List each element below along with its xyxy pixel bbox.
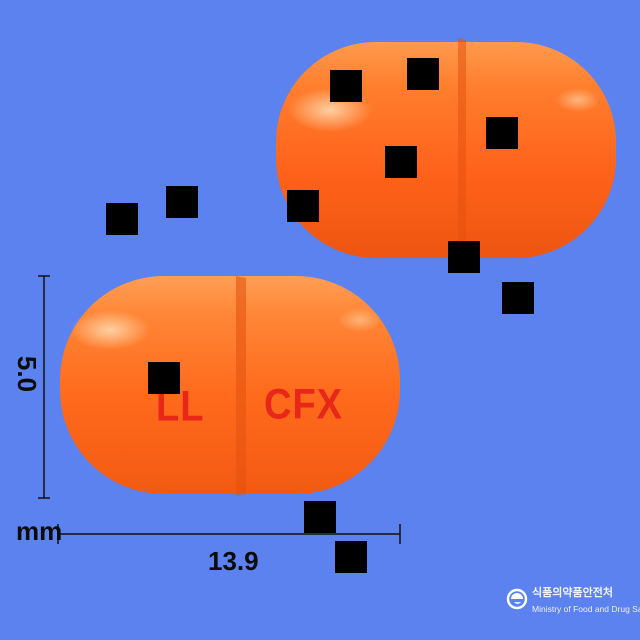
- height-dimension-line: [38, 275, 50, 499]
- redaction-square: [148, 362, 180, 394]
- length-label: 13.9: [208, 546, 259, 576]
- redaction-square: [287, 190, 319, 222]
- height-label: 5.0: [12, 355, 42, 393]
- imprint-right: CFX: [264, 381, 343, 429]
- redaction-square: [335, 541, 367, 573]
- mfds-korean-name: 식품의약품안전처: [532, 587, 613, 599]
- capsule-front: [60, 276, 400, 496]
- capsule-back: [276, 38, 616, 258]
- redaction-square: [166, 186, 198, 218]
- mfds-english-name: Ministry of Food and Drug Safety: [532, 604, 640, 614]
- redaction-square: [448, 241, 480, 273]
- unit-label: mm: [16, 516, 63, 546]
- mfds-emblem-icon: [506, 588, 528, 610]
- redaction-square: [330, 70, 362, 102]
- redaction-square: [385, 146, 417, 178]
- redaction-square: [407, 58, 439, 90]
- redaction-square: [106, 203, 138, 235]
- redaction-square: [486, 117, 518, 149]
- redaction-square: [502, 282, 534, 314]
- redaction-square: [304, 501, 336, 533]
- mfds-logo: 식품의약품안전처 Ministry of Food and Drug Safet…: [506, 582, 640, 624]
- length-dimension-line: [57, 524, 401, 544]
